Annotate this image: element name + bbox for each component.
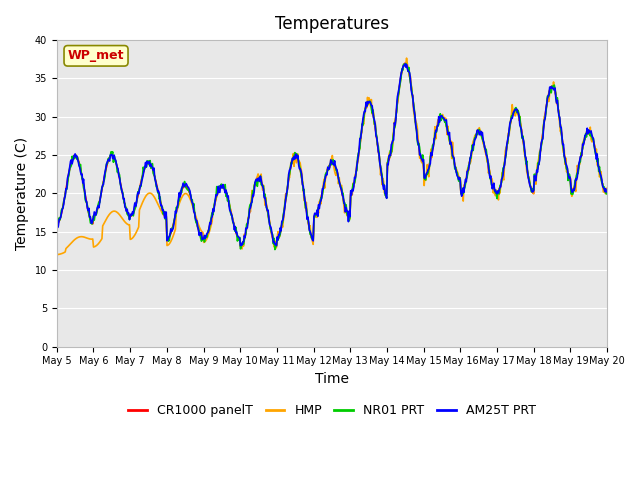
HMP bbox=[175, 201, 183, 206]
NR01 PRT bbox=[402, 60, 410, 66]
NR01 PRT bbox=[205, 228, 212, 234]
CR1000 panelT bbox=[63, 182, 70, 188]
AM25T PRT bbox=[63, 186, 70, 192]
CR1000 panelT bbox=[237, 244, 244, 250]
CR1000 panelT bbox=[604, 191, 611, 196]
HMP bbox=[403, 55, 410, 61]
CR1000 panelT bbox=[417, 152, 424, 158]
Title: Temperatures: Temperatures bbox=[275, 15, 389, 33]
Line: AM25T PRT: AM25T PRT bbox=[57, 64, 607, 246]
AM25T PRT bbox=[53, 220, 61, 226]
Y-axis label: Temperature (C): Temperature (C) bbox=[15, 137, 29, 250]
HMP bbox=[53, 252, 61, 258]
AM25T PRT bbox=[237, 243, 244, 249]
NR01 PRT bbox=[120, 194, 127, 200]
HMP bbox=[205, 232, 212, 238]
Line: NR01 PRT: NR01 PRT bbox=[57, 63, 607, 250]
NR01 PRT bbox=[399, 61, 407, 67]
NR01 PRT bbox=[53, 220, 61, 226]
Line: CR1000 panelT: CR1000 panelT bbox=[57, 63, 607, 247]
Line: HMP: HMP bbox=[57, 58, 607, 255]
Legend: CR1000 panelT, HMP, NR01 PRT, AM25T PRT: CR1000 panelT, HMP, NR01 PRT, AM25T PRT bbox=[124, 399, 541, 422]
AM25T PRT bbox=[417, 151, 424, 157]
CR1000 panelT bbox=[399, 62, 407, 68]
AM25T PRT bbox=[205, 229, 212, 235]
HMP bbox=[399, 67, 406, 72]
NR01 PRT bbox=[63, 187, 70, 192]
AM25T PRT bbox=[401, 61, 409, 67]
HMP bbox=[416, 155, 424, 161]
NR01 PRT bbox=[417, 153, 424, 158]
NR01 PRT bbox=[175, 198, 183, 204]
NR01 PRT bbox=[271, 247, 279, 252]
CR1000 panelT bbox=[401, 60, 409, 66]
CR1000 panelT bbox=[53, 221, 61, 227]
NR01 PRT bbox=[604, 191, 611, 196]
CR1000 panelT bbox=[120, 195, 127, 201]
AM25T PRT bbox=[120, 196, 127, 202]
HMP bbox=[63, 245, 70, 251]
HMP bbox=[120, 217, 127, 223]
AM25T PRT bbox=[399, 63, 407, 69]
CR1000 panelT bbox=[175, 196, 183, 202]
X-axis label: Time: Time bbox=[315, 372, 349, 386]
HMP bbox=[604, 188, 611, 194]
CR1000 panelT bbox=[205, 228, 212, 234]
AM25T PRT bbox=[604, 189, 611, 194]
AM25T PRT bbox=[175, 190, 183, 195]
Text: WP_met: WP_met bbox=[68, 49, 124, 62]
